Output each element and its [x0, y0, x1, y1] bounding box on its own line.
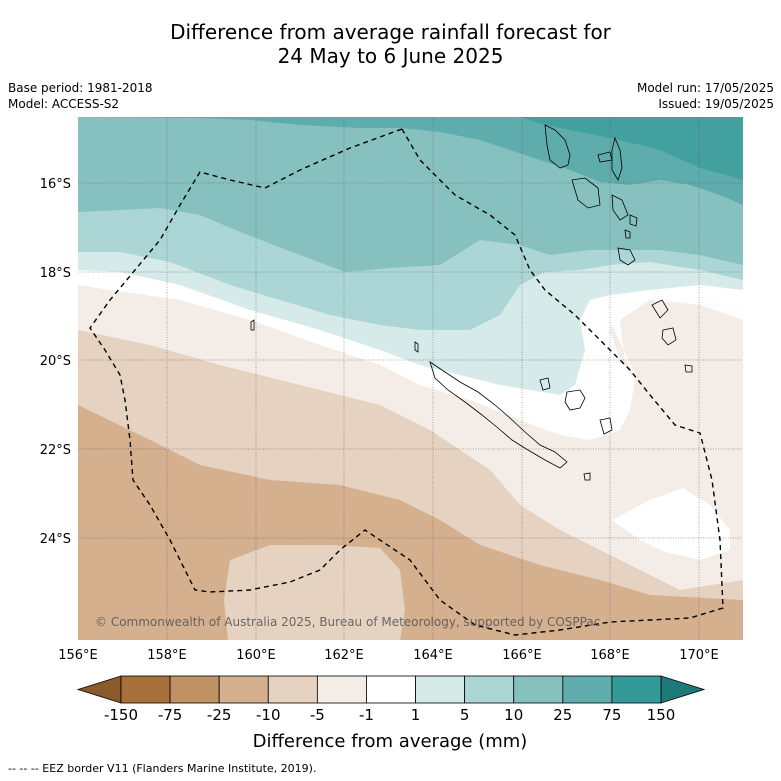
title-line-2: 24 May to 6 June 2025 — [277, 44, 504, 68]
copyright-text: © Commonwealth of Australia 2025, Bureau… — [95, 615, 600, 629]
lon-tick-labels: 156°E 158°E 160°E 162°E 164°E 166°E 168°… — [58, 648, 719, 663]
lon-tick-166: 166°E — [502, 648, 542, 663]
eez-border — [89, 128, 724, 636]
colorbar-extend-high — [660, 675, 706, 704]
band-minus-10-patch — [224, 545, 405, 640]
colorbar-swatch — [120, 675, 171, 704]
lat-tick-24: 24°S — [40, 532, 71, 547]
lon-tick-156: 156°E — [58, 648, 98, 663]
colorbar-title: Difference from average (mm) — [253, 731, 528, 752]
lat-tick-16: 16°S — [40, 177, 71, 192]
lon-tick-162: 162°E — [324, 648, 364, 663]
colorbar-swatch — [415, 675, 466, 704]
rainfall-contours — [78, 117, 743, 640]
lat-tick-labels: 16°S 18°S 20°S 22°S 24°S — [40, 177, 71, 547]
footer-note: -- -- -- EEZ border V11 (Flanders Marine… — [8, 762, 317, 775]
colorbar-label: -5 — [310, 706, 325, 724]
eastern-islands — [583, 299, 693, 481]
colorbar-label: 1 — [411, 706, 421, 724]
lat-tick-22: 22°S — [40, 443, 71, 458]
coastlines — [250, 124, 693, 481]
colorbar-swatch — [218, 675, 269, 704]
colorbar-swatch — [611, 675, 662, 704]
colorbar-label: 5 — [460, 706, 470, 724]
colorbar-label: 150 — [647, 706, 676, 724]
colorbar-label: -10 — [256, 706, 281, 724]
model-name: Model: ACCESS-S2 — [8, 97, 120, 111]
lon-tick-170: 170°E — [679, 648, 719, 663]
colorbar-swatch — [366, 675, 416, 704]
lat-tick-18: 18°S — [40, 266, 71, 281]
colorbar-label: -150 — [104, 706, 138, 724]
colorbar-swatch — [267, 675, 318, 704]
model-run: Model run: 17/05/2025 — [636, 81, 774, 95]
graticule — [78, 117, 743, 640]
colorbar-label: 75 — [602, 706, 621, 724]
colorbar-label: -1 — [359, 706, 374, 724]
band-minus-1-patch — [612, 488, 730, 560]
colorbar-extend-low — [76, 675, 122, 704]
vanuatu-islands — [544, 124, 638, 266]
colorbar-swatch — [464, 675, 515, 704]
colorbar-swatch — [316, 675, 367, 704]
colorbar-label: 10 — [504, 706, 523, 724]
colorbar-label: -75 — [158, 706, 183, 724]
colorbar: -150 -75 -25 -10 -5 -1 1 5 10 25 75 150 — [76, 675, 706, 724]
colorbar-swatch — [169, 675, 220, 704]
lon-tick-168: 168°E — [590, 648, 630, 663]
band-plus-75 — [520, 117, 743, 180]
lon-tick-158: 158°E — [147, 648, 187, 663]
band-minus-1-east — [600, 292, 743, 385]
issued-date: Issued: 19/05/2025 — [658, 97, 774, 111]
colorbar-label: 25 — [553, 706, 572, 724]
small-islets — [250, 319, 419, 353]
base-period: Base period: 1981-2018 — [8, 81, 153, 95]
loyalty-islands — [539, 377, 613, 435]
colorbar-swatch — [513, 675, 564, 704]
lon-tick-160: 160°E — [236, 648, 276, 663]
band-plus-25 — [78, 117, 743, 205]
title-line-1: Difference from average rainfall forecas… — [170, 20, 611, 44]
colorbar-swatch — [562, 675, 613, 704]
lon-tick-164: 164°E — [413, 648, 453, 663]
new-caledonia-island — [429, 361, 568, 469]
colorbar-label: -25 — [207, 706, 232, 724]
lat-tick-20: 20°S — [40, 354, 71, 369]
